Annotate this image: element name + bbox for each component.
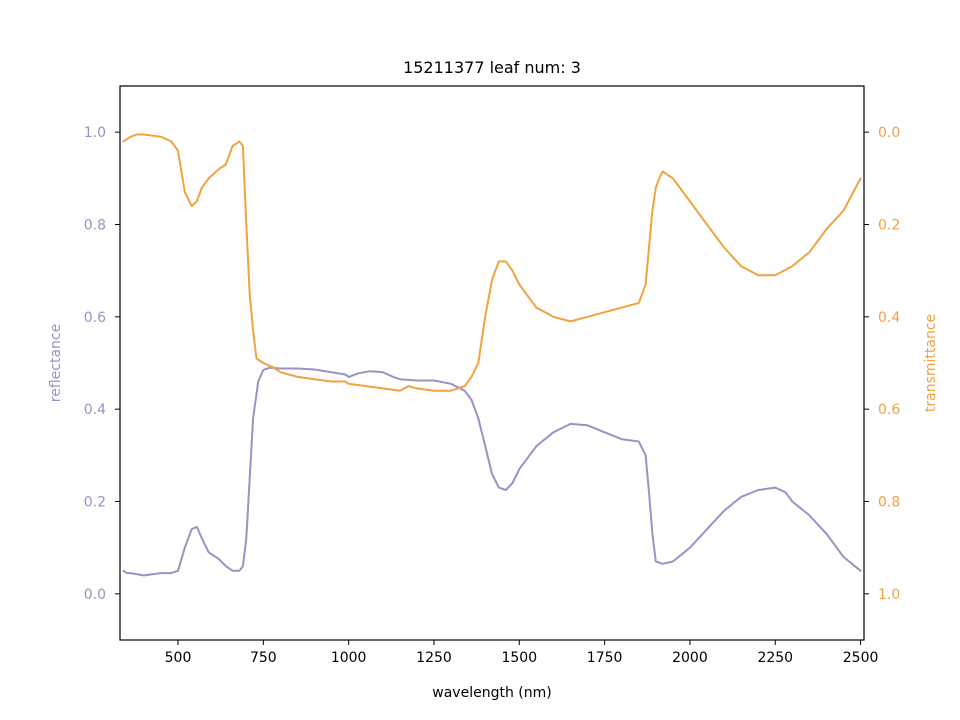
x-tick-label: 500	[165, 650, 192, 666]
x-tick-label: 2000	[672, 650, 708, 666]
right-tick-label: 0.6	[878, 402, 900, 418]
x-axis-label: wavelength (nm)	[432, 685, 551, 701]
plot-frame	[119, 85, 865, 641]
right-tick-label: 0.0	[878, 125, 900, 141]
x-tick-label: 1000	[331, 650, 367, 666]
x-tick-label: 1500	[501, 650, 537, 666]
x-tick-label: 2250	[757, 650, 793, 666]
transmittance-series-line	[122, 133, 862, 392]
right-tick-label: 0.8	[878, 495, 900, 511]
chart-title: 15211377 leaf num: 3	[403, 58, 581, 77]
left-tick-label: 0.2	[84, 495, 106, 511]
x-tick-label: 1750	[587, 650, 623, 666]
x-tick-label: 1250	[416, 650, 452, 666]
x-axis-ticks: 500 750 1000 1250 1500 1750 2000 2250 2500	[165, 640, 879, 666]
left-axis-label: reflectance	[48, 324, 64, 402]
right-tick-label: 0.2	[878, 218, 900, 234]
plot-lines	[122, 133, 862, 577]
left-axis-ticks: 0.0 0.2 0.4 0.6 0.8 1.0	[84, 125, 120, 603]
right-tick-label: 1.0	[878, 587, 900, 603]
left-tick-label: 1.0	[84, 125, 106, 141]
x-tick-label: 750	[250, 650, 277, 666]
left-tick-label: 0.4	[84, 402, 106, 418]
left-tick-label: 0.8	[84, 218, 106, 234]
left-tick-label: 0.6	[84, 310, 106, 326]
right-tick-label: 0.4	[878, 310, 900, 326]
left-tick-label: 0.0	[84, 587, 106, 603]
x-tick-label: 2500	[843, 650, 879, 666]
reflectance-series-line	[122, 366, 862, 577]
right-axis-label: transmittance	[923, 314, 939, 412]
right-axis-ticks: 0.0 0.2 0.4 0.6 0.8 1.0	[864, 125, 900, 603]
